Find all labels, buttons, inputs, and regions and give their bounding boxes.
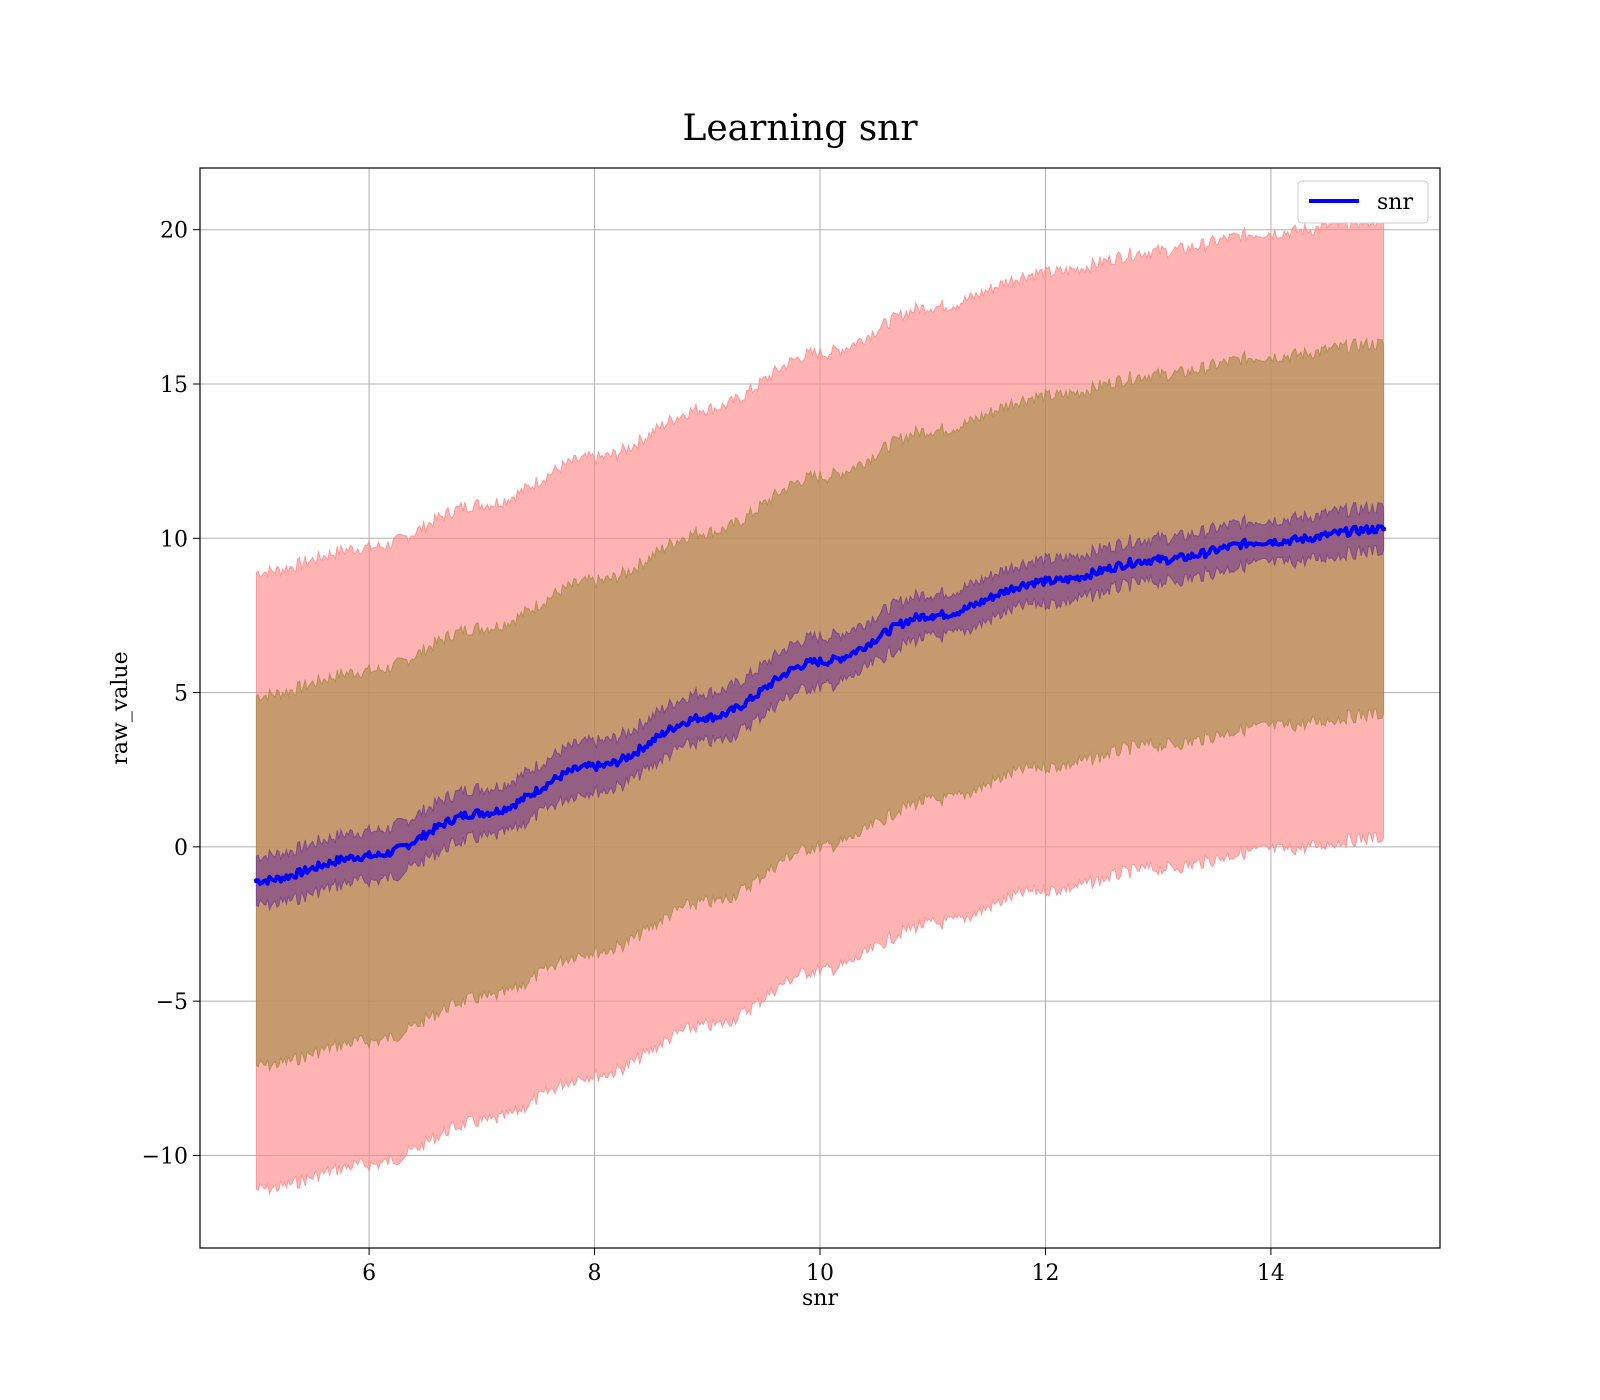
data-point-3 (592, 764, 598, 770)
data-point-5 (817, 659, 823, 665)
legend-box (1297, 180, 1429, 224)
legend: snr (1297, 180, 1429, 224)
data-point-10 (1381, 526, 1387, 532)
x-axis-label: snr (802, 1286, 838, 1311)
x-tick-label-0: 6 (362, 1261, 376, 1286)
data-point-7 (1042, 578, 1048, 584)
data-point-6 (930, 612, 936, 618)
y-axis-label: raw_value (108, 651, 133, 764)
data-point-9 (1268, 538, 1274, 544)
data-point-2 (479, 810, 485, 816)
data-point-4 (704, 714, 710, 720)
series-line-snr (255, 524, 1386, 886)
data-point-1 (366, 853, 372, 859)
y-tick-label-4: 10 (160, 527, 188, 552)
x-tick-label-2: 10 (806, 1261, 834, 1286)
band-inner (255, 500, 1385, 912)
y-tick-label-1: −5 (156, 990, 188, 1015)
x-tick-label-4: 14 (1257, 1261, 1285, 1286)
data-point-0 (253, 878, 259, 884)
y-tick-label-6: 20 (160, 219, 188, 244)
y-tick-label-3: 5 (174, 682, 188, 707)
y-tick-label-2: 0 (174, 836, 188, 861)
band-middle (255, 337, 1385, 1073)
x-tick-label-3: 12 (1031, 1261, 1059, 1286)
y-tick-label-0: −10 (142, 1144, 188, 1169)
legend-entry-snr: snr (1377, 190, 1413, 215)
y-tick-label-5: 15 (160, 373, 188, 398)
chart-title: Learning snr (682, 108, 918, 149)
x-tick-label-1: 8 (588, 1261, 602, 1286)
data-point-8 (1155, 557, 1161, 563)
